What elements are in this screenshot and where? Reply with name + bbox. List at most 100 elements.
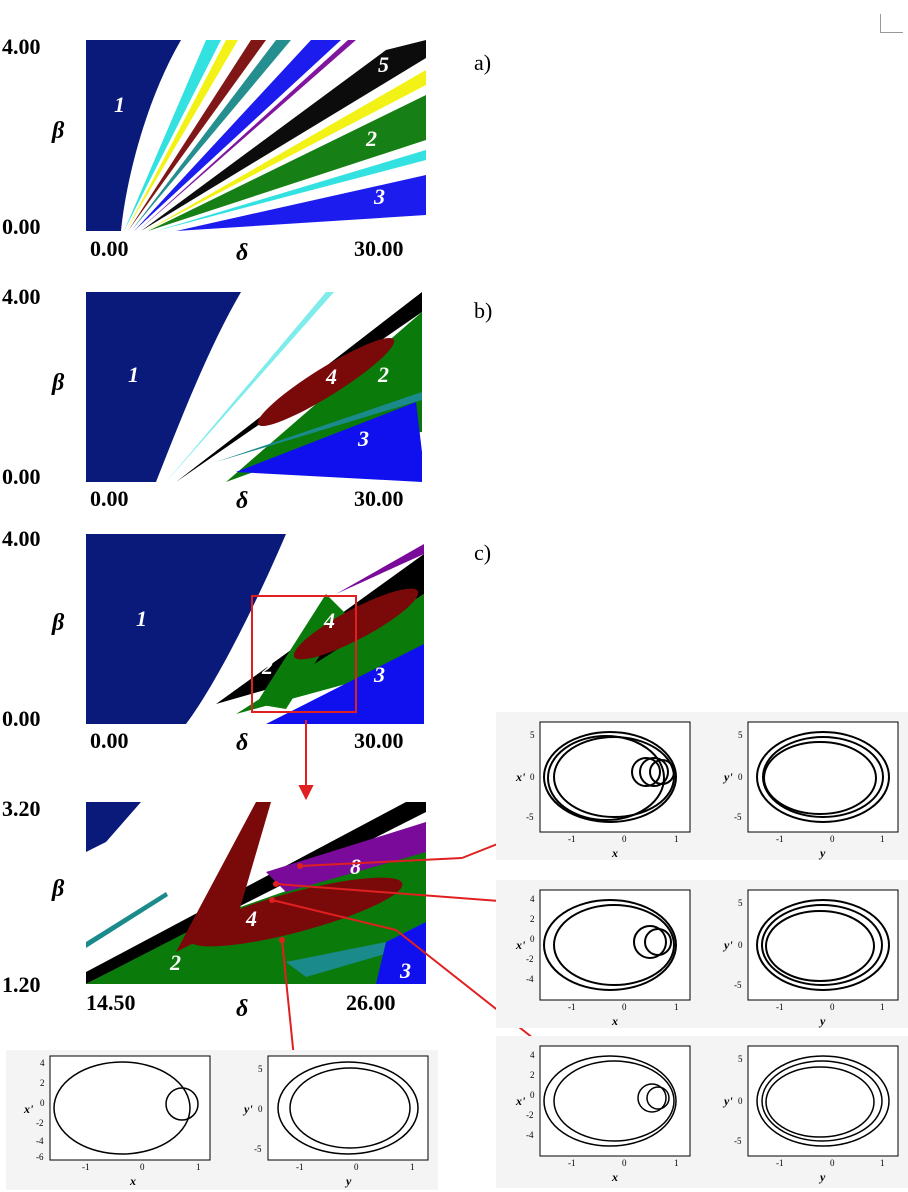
panel-b: 1 4 2 3 4.00 0.00 β 0.00 δ 3 0.00 b) [0, 0, 492, 520]
tick: -4 [526, 1130, 534, 1140]
tick: -5 [526, 812, 534, 822]
phase-axis-label: y' [724, 938, 733, 952]
tick: 1 [410, 1162, 415, 1172]
y-top-tick: 4.00 [2, 284, 41, 309]
tick: -1 [296, 1162, 304, 1172]
tick: 0 [622, 834, 627, 844]
tick: 2 [530, 1070, 535, 1080]
tick: 5 [738, 898, 743, 908]
tick: -5 [734, 1136, 742, 1146]
x-left-tick: 14.50 [86, 990, 136, 1015]
phase-axis-label: y [346, 1174, 352, 1188]
x-left-tick: 0.00 [90, 486, 129, 511]
tick: 1 [674, 1158, 679, 1168]
x-axis-symbol: δ [236, 730, 249, 756]
tick: -4 [526, 974, 534, 984]
phase-plot-y [747, 889, 899, 1001]
tick: 0 [530, 1090, 535, 1100]
tick: -2 [526, 1110, 534, 1120]
tick: 1 [880, 1002, 885, 1012]
tick: 2 [530, 914, 535, 924]
y-axis-symbol: β [52, 118, 65, 144]
x-axis-symbol: δ [236, 996, 249, 1022]
tick: 0 [140, 1162, 145, 1172]
phase-axis-label: x' [24, 1102, 34, 1116]
phase-axis-label: x [612, 1170, 618, 1184]
y-top-tick: 3.20 [2, 796, 41, 821]
region-label: 4 [323, 608, 335, 633]
x-right-tick: 26.00 [346, 990, 396, 1015]
tick: -1 [568, 1002, 576, 1012]
phase-axis-label: y' [724, 770, 733, 784]
phase-axis-label: x [612, 1014, 618, 1028]
tick: 5 [738, 730, 743, 740]
tick: 1 [674, 834, 679, 844]
panel-zoom-map: 8 4 2 3 [86, 802, 426, 984]
phase-plot-x [539, 889, 691, 1001]
y-axis-symbol: β [52, 876, 65, 902]
phase-axis-label: y' [244, 1102, 253, 1116]
phase-axis-label: x [612, 846, 618, 860]
phase-portrait-bottom-left: x' x y' y 4 2 0 -2 -4 -6 -1 0 1 5 0 -5 -… [6, 1050, 438, 1190]
tick: -2 [526, 954, 534, 964]
tick: 0 [622, 1158, 627, 1168]
phase-plot-x [539, 721, 691, 833]
tick: 0 [354, 1162, 359, 1172]
tick: -1 [776, 1002, 784, 1012]
phase-axis-label: y [820, 846, 826, 860]
tick: 0 [830, 1158, 835, 1168]
panel-b-map: 1 4 2 3 [86, 292, 422, 482]
region-label: 3 [399, 958, 411, 983]
tick: 4 [530, 894, 535, 904]
phase-portrait-row1: x' x y' y -1 0 1 5 0 -5 -1 0 1 5 0 -5 [496, 712, 908, 860]
phase-axis-label: y [820, 1170, 826, 1184]
tick: -1 [82, 1162, 90, 1172]
tick: -2 [36, 1118, 44, 1128]
tick: 0 [258, 1104, 263, 1114]
panel-label: c) [474, 540, 492, 565]
y-bottom-tick: 0.00 [2, 706, 41, 731]
tick: 0 [40, 1098, 45, 1108]
tick: 2 [40, 1078, 45, 1088]
tick: -4 [36, 1136, 44, 1146]
tick: 0 [530, 934, 535, 944]
tick: 0 [830, 834, 835, 844]
tick: 0 [738, 1096, 743, 1106]
tick: -5 [734, 980, 742, 990]
region-label: 3 [373, 184, 385, 209]
panel-c-map: 1 4 2 3 [86, 534, 424, 724]
y-bottom-tick: 0.00 [2, 464, 41, 489]
phase-axis-label: x [130, 1174, 136, 1188]
region-label: 3 [357, 426, 369, 451]
x-axis-symbol: δ [236, 240, 249, 266]
region-label: 1 [136, 606, 147, 631]
tick: 1 [196, 1162, 201, 1172]
tick: 4 [40, 1058, 45, 1068]
x-left-tick: 0.00 [90, 728, 129, 753]
region-label: 2 [261, 654, 273, 679]
tick: -5 [254, 1144, 262, 1154]
phase-plot-y [267, 1055, 429, 1161]
panel-c: 1 4 2 3 4.00 0.00 β 0.00 δ 3 0.00 c) [0, 0, 491, 770]
region-label: 2 [377, 362, 389, 387]
panel-zoom: 8 4 2 3 3.20 1.20 β 14.50 δ 26.00 [0, 0, 460, 1022]
phase-plot-y [747, 721, 899, 833]
x-left-tick: 0.00 [90, 236, 129, 261]
region-label: 3 [373, 662, 385, 687]
phase-axis-label: x' [516, 938, 526, 952]
region-label: 5 [378, 52, 389, 77]
tick: 4 [530, 1050, 535, 1060]
region-label: 2 [365, 126, 377, 151]
y-top-tick: 4.00 [2, 34, 41, 59]
phase-plot-x [49, 1055, 211, 1161]
panel-label: b) [474, 298, 493, 323]
region-label: 4 [245, 906, 257, 931]
phase-axis-label: x' [516, 1094, 526, 1108]
tick: 5 [258, 1064, 263, 1074]
phase-portrait-row2: x' x y' y 4 2 0 -2 -4 -1 0 1 5 0 -5 -1 0… [496, 880, 908, 1028]
x-axis-symbol: δ [236, 488, 249, 514]
tick: -1 [776, 834, 784, 844]
phase-plot-y [747, 1045, 899, 1157]
tick: 1 [674, 1002, 679, 1012]
tick: 0 [530, 772, 535, 782]
